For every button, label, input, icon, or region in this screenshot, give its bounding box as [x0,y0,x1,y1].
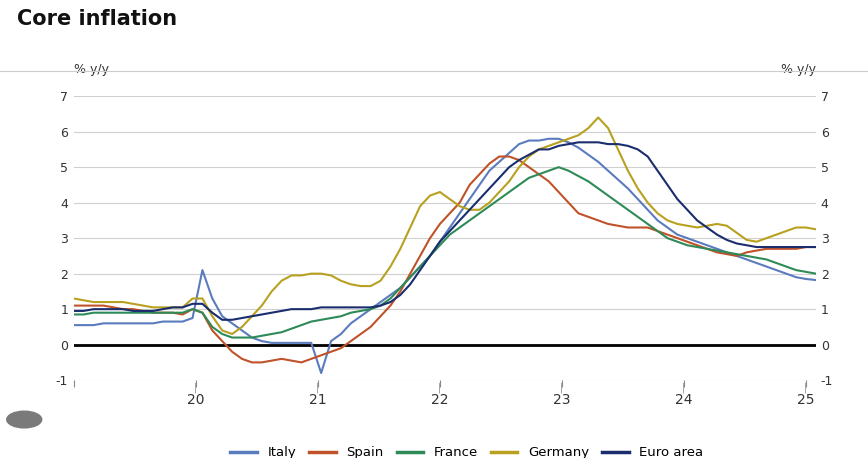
Text: % y/y: % y/y [781,63,816,76]
Text: Instant Forex Trading: Instant Forex Trading [51,429,132,438]
Circle shape [7,411,42,428]
Text: |: | [316,383,319,393]
Text: |: | [194,383,197,393]
Legend: Italy, Spain, France, Germany, Euro area: Italy, Spain, France, Germany, Euro area [225,441,708,458]
Text: instaforex: instaforex [51,408,119,421]
Text: |: | [560,383,563,393]
Text: Core inflation: Core inflation [17,9,177,29]
Circle shape [0,408,49,431]
Text: |: | [682,383,686,393]
Text: |: | [804,383,807,393]
Text: |: | [438,383,442,393]
Text: % y/y: % y/y [74,63,108,76]
